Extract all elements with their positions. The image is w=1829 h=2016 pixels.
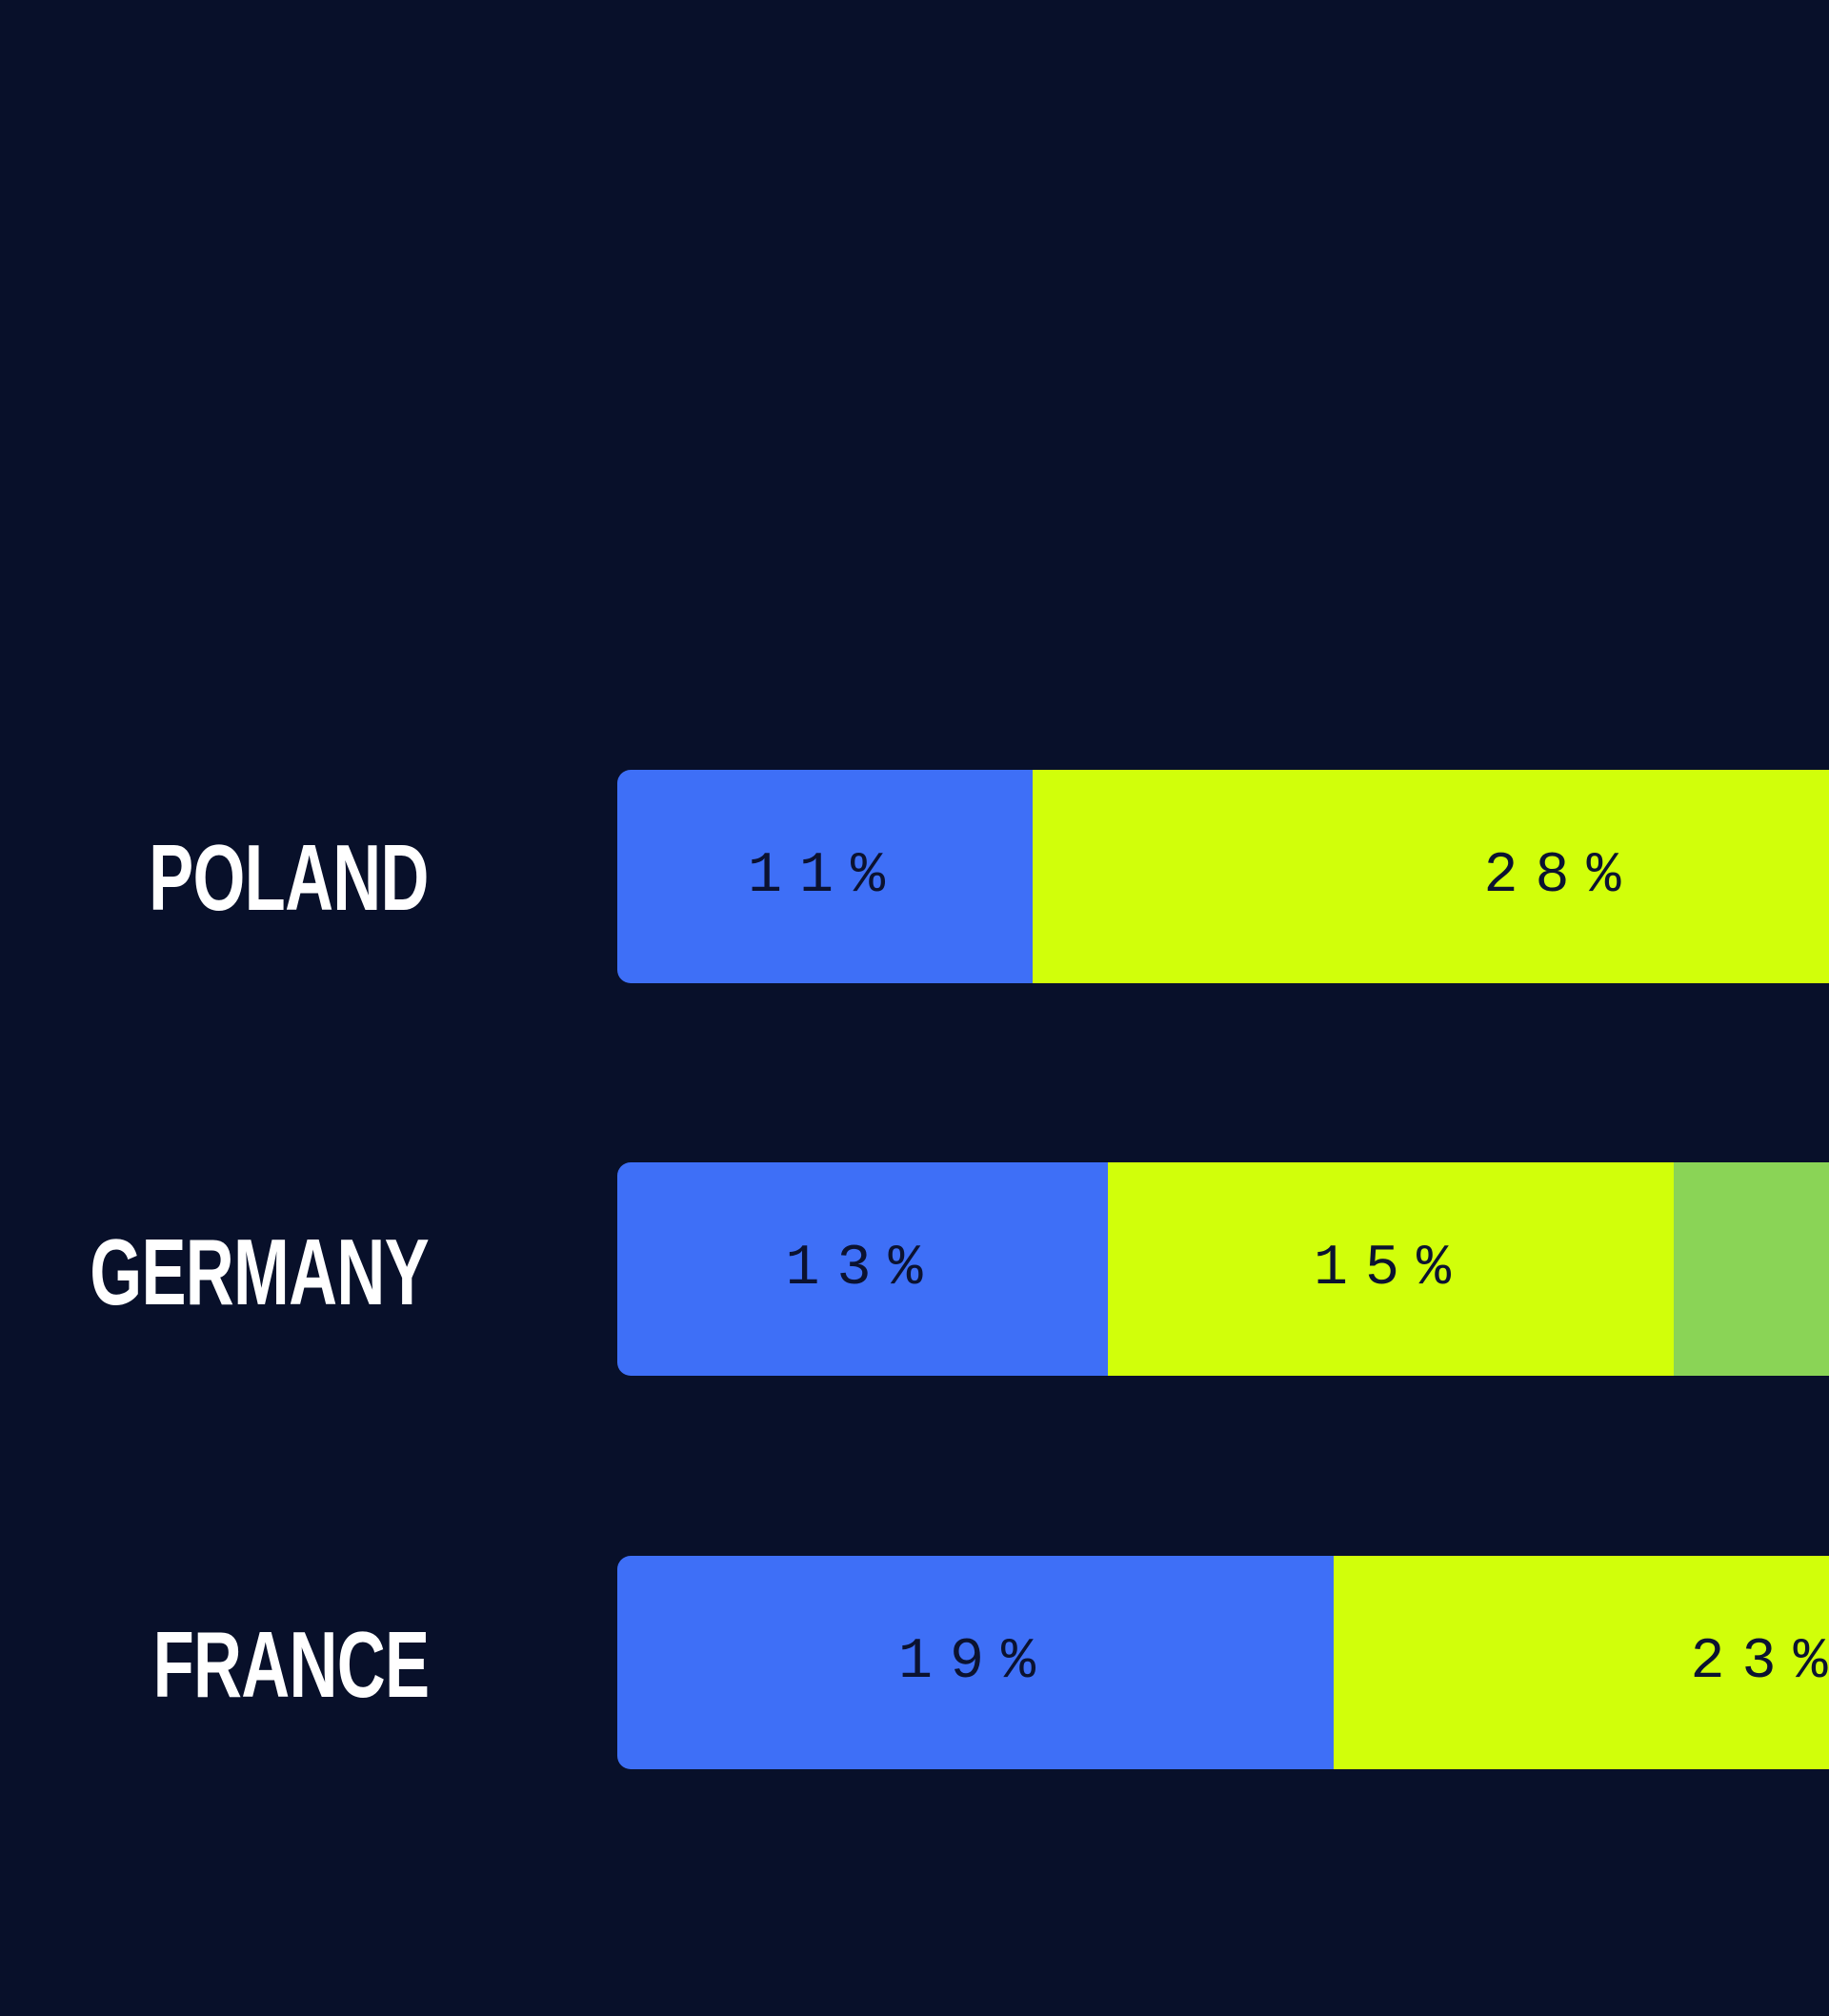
- bar-segment-germany-2: 15%: [1108, 1162, 1674, 1376]
- data-label: 13%: [785, 1237, 940, 1301]
- bar-row-france: 19% 23%: [617, 1556, 1829, 1769]
- data-label: 15%: [1313, 1237, 1469, 1301]
- bar-row-germany: 13% 15%: [617, 1162, 1829, 1376]
- category-label-poland: POLAND: [149, 825, 429, 930]
- data-label: 19%: [897, 1630, 1054, 1695]
- bar-segment-poland-2: 28%: [1033, 770, 1829, 983]
- bar-segment-germany-1: 13%: [617, 1162, 1108, 1376]
- bar-segment-poland-1: 11%: [617, 770, 1033, 983]
- data-label: 11%: [747, 844, 903, 909]
- category-label-germany: GERMANY: [90, 1220, 429, 1324]
- data-label: 28%: [1483, 844, 1638, 909]
- category-label-france: FRANCE: [152, 1612, 429, 1717]
- bar-segment-germany-3: [1674, 1162, 1829, 1376]
- bar-row-poland: 11% 28%: [617, 770, 1829, 983]
- bar-segment-france-1: 19%: [617, 1556, 1334, 1769]
- data-label: 23%: [1690, 1630, 1827, 1695]
- bar-segment-france-2: 23%: [1334, 1556, 1829, 1769]
